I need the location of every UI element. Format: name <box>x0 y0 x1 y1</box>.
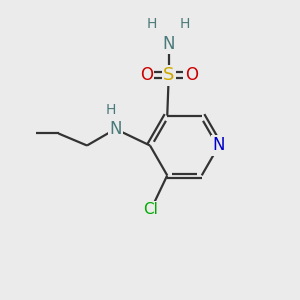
Text: S: S <box>163 66 174 84</box>
Text: H: H <box>180 17 190 31</box>
Text: O: O <box>140 66 153 84</box>
Text: N: N <box>109 120 122 138</box>
Text: H: H <box>147 17 158 31</box>
Text: N: N <box>163 34 175 52</box>
Text: Cl: Cl <box>143 202 158 217</box>
Text: H: H <box>106 103 116 116</box>
Text: N: N <box>213 136 225 154</box>
Text: O: O <box>185 66 198 84</box>
